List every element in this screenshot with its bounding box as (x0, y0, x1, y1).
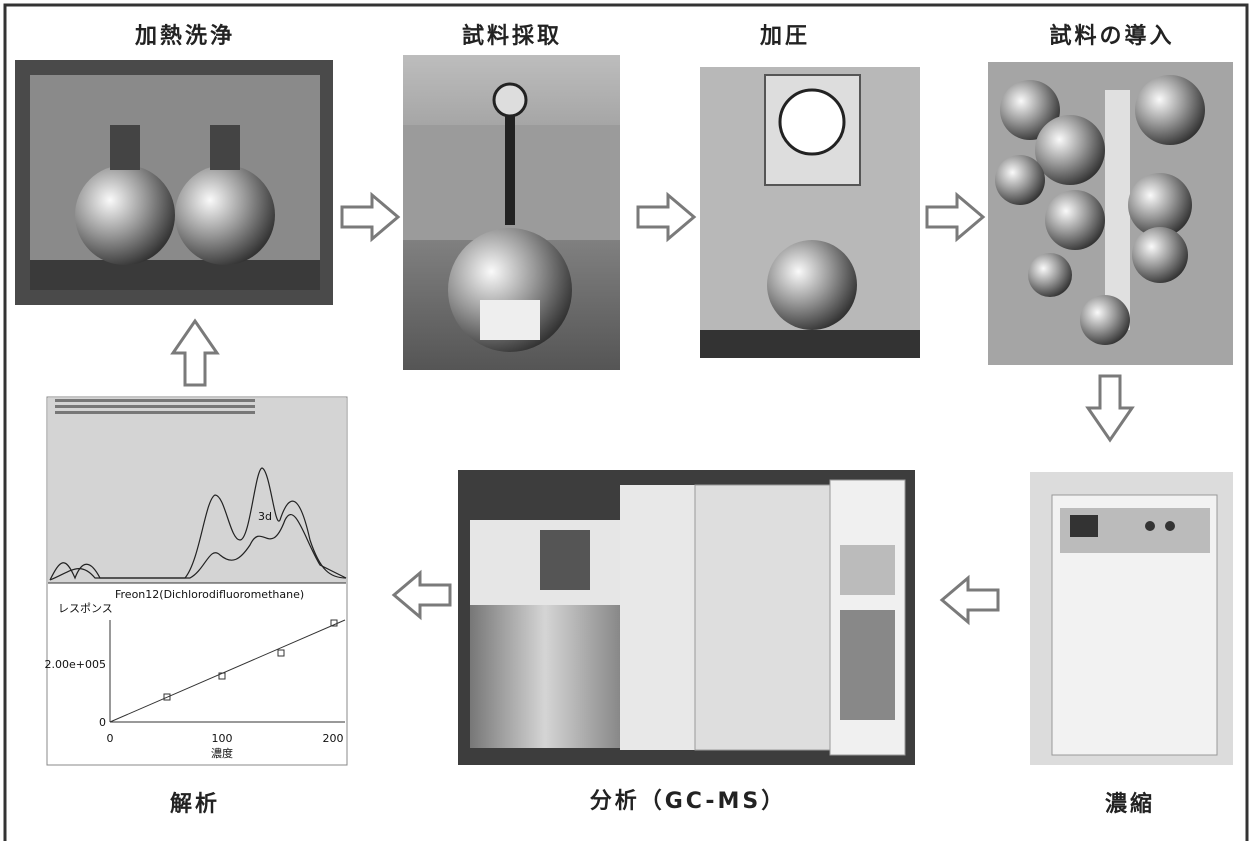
y-tick-label: 0 (99, 716, 106, 729)
header-line (55, 399, 255, 402)
bench (700, 330, 920, 358)
chromatogram-panel (48, 398, 346, 583)
arrow-right (340, 191, 401, 243)
chromatogram-trace (49, 514, 347, 581)
gc-side (620, 485, 695, 750)
canister (1000, 80, 1060, 140)
gc-keypad (840, 610, 895, 720)
x-axis-label: 濃度 (211, 746, 233, 760)
rack-post (1105, 90, 1130, 330)
valve (110, 125, 140, 170)
chart-title: Freon12(Dichlorodifluoromethane) (115, 588, 304, 601)
chromatogram-trace (49, 467, 347, 581)
photo-introduction (988, 62, 1233, 365)
knob (1145, 521, 1155, 531)
calibration-point (218, 672, 226, 680)
canister (995, 155, 1045, 205)
oven-rack (30, 260, 320, 290)
photo-sampling (403, 55, 620, 370)
arrow-up (170, 318, 220, 387)
frame-border (3, 3, 1249, 841)
x-tick-label: 200 (323, 732, 344, 745)
canister (767, 240, 857, 330)
arrow-right (636, 191, 697, 243)
valve-stem (505, 115, 515, 225)
ms-unit (470, 598, 620, 748)
step-label: 加熱洗浄 (134, 23, 235, 49)
photo-pressurize (700, 67, 920, 358)
calibration-point (277, 649, 285, 657)
canister (1080, 295, 1130, 345)
arrow-down (1085, 374, 1135, 443)
step-label: 解析 (170, 791, 220, 817)
gauge (778, 88, 846, 156)
knob (1165, 521, 1175, 531)
valve (210, 125, 240, 170)
canister (75, 165, 175, 265)
header-line (55, 411, 255, 414)
step-label: 加圧 (759, 24, 810, 49)
x-tick-label: 0 (107, 732, 114, 745)
gc-door (694, 484, 831, 751)
y-axis-label: レスポンス (58, 602, 113, 615)
arrow-right (925, 191, 986, 243)
gc-display (840, 545, 895, 595)
x-tick-label: 100 (212, 732, 233, 745)
frame (3, 3, 1249, 841)
oven-interior (30, 75, 320, 290)
calibration-line (109, 619, 346, 723)
arrow-left (391, 569, 452, 621)
photo-gcms (458, 470, 915, 765)
canister (1132, 227, 1188, 283)
canister (1028, 253, 1072, 297)
y-tick-label: 2.00e+005 (45, 658, 106, 671)
header-line (55, 405, 255, 408)
step-label: 濃縮 (1105, 791, 1155, 817)
calibration-point (163, 693, 171, 701)
analysis-image: 3d Freon12(Dichlorodifluoromethane) レスポン… (45, 396, 348, 766)
step-label: 試料の導入 (1049, 23, 1174, 49)
ms-window (540, 530, 590, 590)
canister-tag (480, 300, 540, 340)
peak-label: 3d (258, 510, 272, 523)
canister (1035, 115, 1105, 185)
step-label: 試料採取 (462, 23, 562, 49)
arrow-left (939, 574, 1000, 626)
canister (1045, 190, 1105, 250)
canister (1128, 173, 1192, 237)
canister (1135, 75, 1205, 145)
gauge (492, 82, 528, 118)
step-label: 分析（GC-MS） (590, 789, 787, 814)
calibration-point (330, 619, 338, 627)
canister (448, 228, 572, 352)
photo-heating (15, 60, 333, 305)
canister (175, 165, 275, 265)
display (1070, 515, 1098, 537)
photo-concentrator (1030, 472, 1233, 765)
